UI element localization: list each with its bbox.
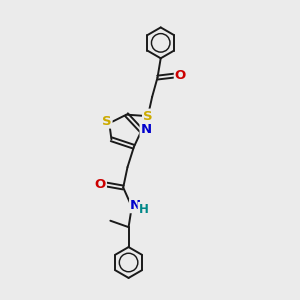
Text: S: S [102,115,112,128]
Text: S: S [143,110,153,123]
Text: N: N [130,199,141,212]
Text: O: O [95,178,106,191]
Text: N: N [141,123,152,136]
Text: H: H [139,203,148,216]
Text: O: O [175,69,186,82]
